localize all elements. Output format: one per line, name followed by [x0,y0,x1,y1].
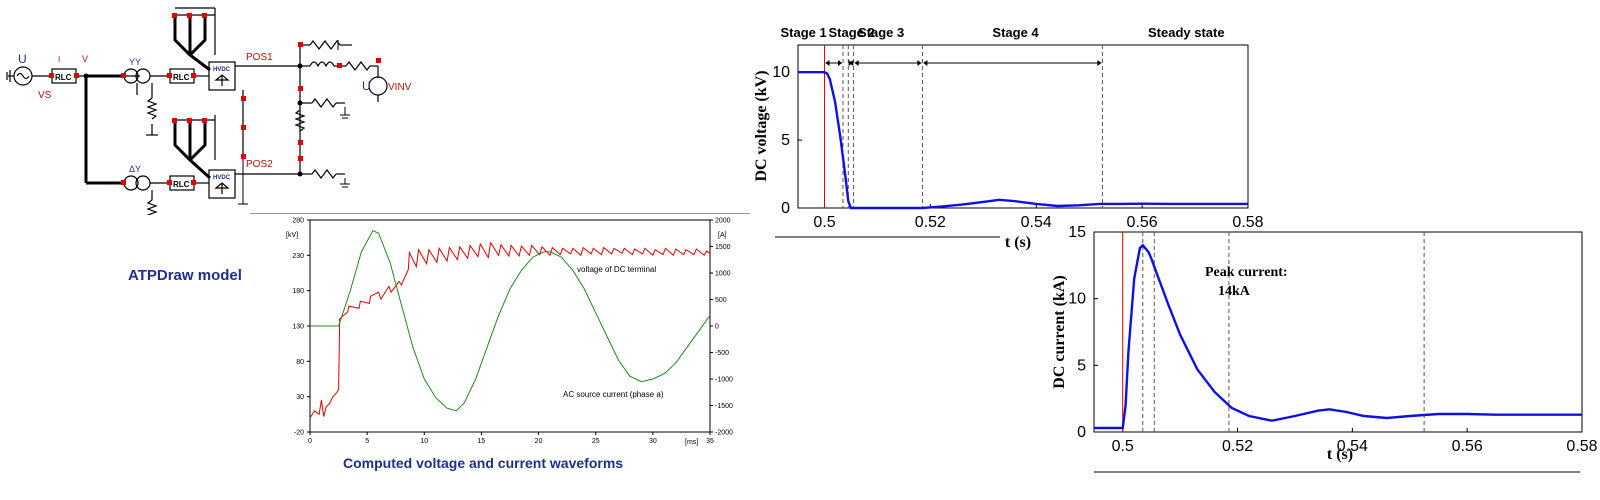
arrow-head [1097,60,1102,66]
peak-current-label: Peak current: [1205,265,1288,280]
atpdraw-schematic: U VS I V POS1 POS2 VINV U RLC RLC RLC HV… [6,7,412,215]
inverter-source-label: U [362,79,371,93]
y-tick-label: 5 [781,132,790,149]
dci-xlabel: t (s) [1327,446,1353,463]
separator [250,213,750,214]
dc-voltage-series [309,241,711,419]
y-tick-label: 15 [1068,224,1086,241]
y-tick-label-left: 130 [292,324,304,331]
y-tick-label-right: 500 [715,297,727,304]
units-x: [ms] [685,439,698,446]
x-tick-label: 0.52 [915,214,946,231]
x-tick-label: 0.5 [1112,438,1134,455]
plot-area [309,219,711,433]
source-name-label: VS [38,90,52,101]
hvdc-upper-label: HVDC [213,67,231,73]
plot-area [1093,231,1583,433]
x-tick-label: 0.56 [1127,214,1158,231]
pos1-label: POS1 [246,52,273,63]
stage-label: Steady state [1148,25,1225,40]
x-tick-label: 10 [420,438,428,445]
y-tick-label-right: 0 [715,324,719,331]
schematic-caption: ATPDraw model [128,267,242,284]
x-tick-label: 0.5 [813,214,835,231]
y-tick-label: 0 [1077,424,1086,441]
y-tick-label-left: 30 [296,394,304,401]
xfmr-lower-label: ΔY [129,164,141,174]
x-tick-label: 0 [308,438,312,445]
x-tick-label: 0.56 [1452,438,1483,455]
y-tick-label-right: 1500 [715,244,731,251]
y-tick-label: 10 [772,64,790,81]
y-tick-label-left: 280 [292,218,304,225]
dci-ylabel: DC current (kA) [1051,275,1068,388]
x-tick-label: 0.58 [1232,214,1263,231]
xfmr-upper-label: YY [129,57,141,67]
current-probe-label: I [58,55,60,64]
x-tick-label: 0.54 [1021,214,1052,231]
computed-caption: Computed voltage and current waveforms [343,455,624,471]
arrow-head [838,60,842,66]
x-tick-label: 0.58 [1566,438,1597,455]
series-line [798,71,1248,210]
pos2-label: POS2 [246,159,273,170]
y-tick-label-left: -20 [294,430,304,437]
annotation-current: AC source current (phase a) [563,390,664,399]
y-tick-label-right: -500 [715,350,729,357]
y-tick-label-right: -1500 [715,403,733,410]
source-label: U [18,52,27,66]
y-tick-label-right: 1000 [715,271,731,278]
hvdc-lower-label: HVDC [213,175,231,181]
rlc-main-label: RLC [55,73,72,82]
stage-label: Stage 1 [780,25,826,40]
arrow-head [923,60,928,66]
x-tick-label: 30 [649,438,657,445]
y-tick-label: 10 [1068,291,1086,308]
plot-area [797,44,1249,209]
vinv-label: VINV [388,82,412,93]
units-left: [kV] [286,232,298,239]
x-tick-label: 0.52 [1222,438,1253,455]
stage-label: Stage 2 [828,25,874,40]
x-tick-label: 5 [365,438,369,445]
arrow-head [917,60,922,66]
arrow-head [825,60,830,66]
voltage-probe-label: V [82,54,88,64]
arrow-head [854,60,859,66]
units-right: [A] [718,232,727,239]
stage-label: Stage 3 [858,25,904,40]
arrow-head [848,60,853,66]
y-tick-label-left: 80 [296,359,304,366]
stage-label: Stage 4 [992,25,1039,40]
y-tick-label-left: 180 [292,288,304,295]
series-line [1094,243,1582,430]
annotation-voltage: voltage of DC terminal [577,265,656,274]
dcv-ylabel: DC voltage (kV) [753,70,770,181]
x-tick-label: 15 [478,438,486,445]
x-tick-label: 35 [706,438,714,445]
ac-current-series [310,229,711,412]
x-tick-label: 20 [535,438,543,445]
x-tick-label: 0.54 [1337,438,1368,455]
rlc-upper-label: RLC [173,73,190,82]
x-tick-label: 25 [592,438,600,445]
dcv-xlabel: t (s) [1005,234,1031,250]
rlc-lower-label: RLC [173,180,190,189]
y-tick-label: 5 [1077,357,1086,374]
y-tick-label-left: 230 [292,253,304,260]
y-tick-label-right: -1000 [715,377,733,384]
y-tick-label-right: -2000 [715,430,733,437]
y-tick-label: 0 [781,200,790,217]
y-tick-label-right: 2000 [715,218,731,225]
peak-current-value: 14kA [1218,284,1251,299]
computed-waveform-chart: 0 5 10 15 20 25 30 35 280 230 180 130 80 30 -20 2000 150… [286,218,733,447]
